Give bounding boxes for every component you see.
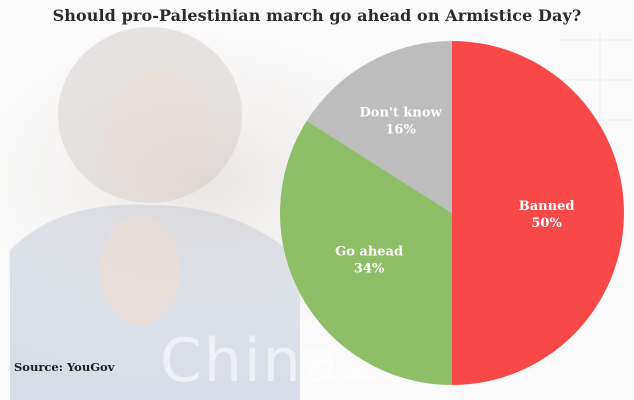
chart-title: Should pro-Palestinian march go ahead on… xyxy=(52,6,582,25)
slice-label: Go ahead xyxy=(335,245,403,260)
slice-value-label: 50% xyxy=(531,216,562,231)
pie-slice-banned xyxy=(452,41,624,385)
slice-value-label: 16% xyxy=(385,123,416,138)
slice-value-label: 34% xyxy=(354,262,385,277)
slice-label: Banned xyxy=(519,199,575,214)
source-label: Source: YouGov xyxy=(14,360,115,374)
slice-label: Don't know xyxy=(360,106,443,121)
pie-slice-don-t-know xyxy=(306,41,452,213)
pie-slice-go-ahead xyxy=(280,120,452,385)
